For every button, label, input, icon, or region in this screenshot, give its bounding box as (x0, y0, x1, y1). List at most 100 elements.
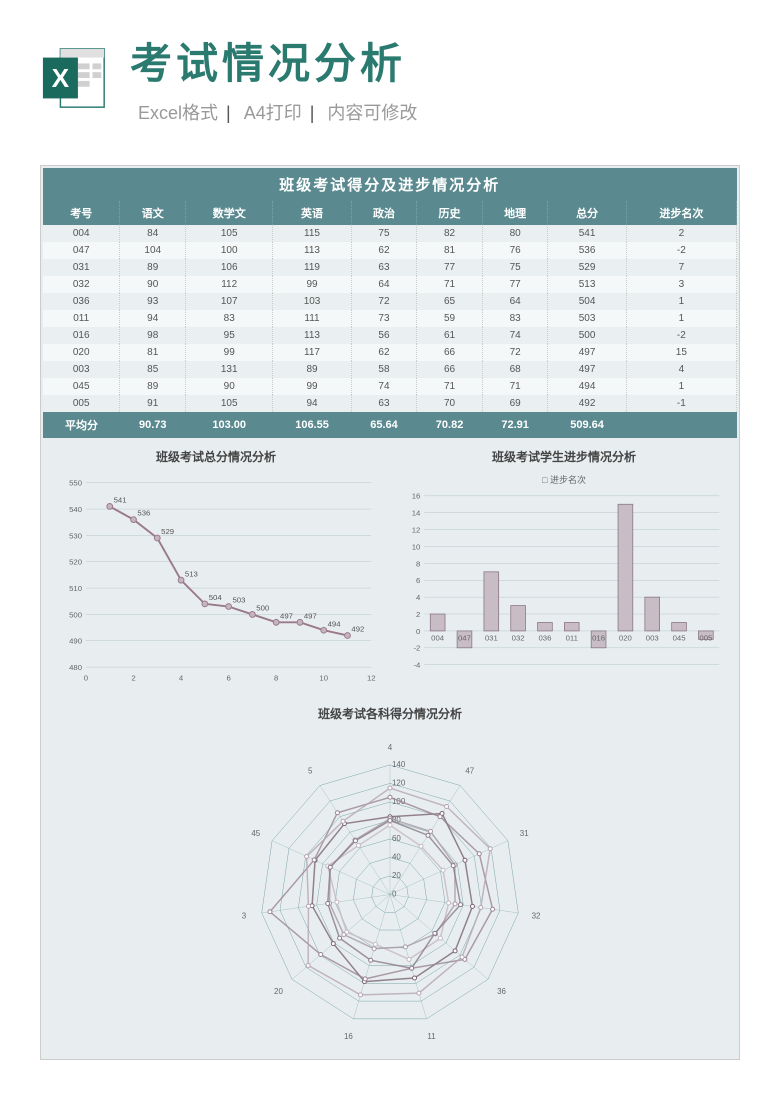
svg-text:503: 503 (232, 596, 245, 605)
column-header: 总分 (548, 201, 626, 225)
column-header: 政治 (351, 201, 417, 225)
radar-chart-title: 班级考试各科得分情况分析 (51, 705, 729, 722)
svg-text:045: 045 (673, 634, 686, 643)
svg-text:120: 120 (392, 778, 406, 787)
svg-text:0: 0 (416, 627, 420, 636)
table-title: 班级考试得分及进步情况分析 (43, 168, 737, 201)
column-header: 进步名次 (626, 201, 736, 225)
svg-text:14: 14 (412, 509, 421, 518)
svg-text:10: 10 (412, 542, 421, 551)
bar-chart-title: 班级考试学生进步情况分析 (399, 448, 729, 465)
svg-text:20: 20 (392, 871, 401, 880)
table-row: 036931071037265645041 (43, 293, 737, 310)
svg-text:005: 005 (699, 634, 712, 643)
header-text: 考试情况分析 Excel格式| A4打印| 内容可修改 (130, 30, 740, 125)
svg-text:47: 47 (465, 766, 474, 775)
svg-text:-2: -2 (413, 644, 420, 653)
svg-text:0: 0 (84, 674, 88, 683)
svg-text:45: 45 (251, 829, 260, 838)
svg-text:032: 032 (512, 634, 525, 643)
svg-text:520: 520 (69, 558, 82, 567)
svg-text:047: 047 (458, 634, 471, 643)
svg-text:536: 536 (137, 509, 150, 518)
svg-text:0: 0 (392, 889, 397, 898)
svg-text:497: 497 (280, 611, 293, 620)
line-chart: 4804905005105205305405500246810125415365… (51, 473, 381, 687)
svg-text:3: 3 (242, 911, 247, 920)
svg-text:494: 494 (328, 619, 342, 628)
svg-text:504: 504 (209, 593, 223, 602)
svg-text:036: 036 (538, 634, 551, 643)
svg-text:492: 492 (351, 625, 364, 634)
svg-text:4: 4 (388, 742, 393, 751)
column-header: 语文 (120, 201, 186, 225)
bar-chart-legend: 进步名次 (399, 473, 729, 486)
column-header: 历史 (417, 201, 483, 225)
line-chart-title: 班级考试总分情况分析 (51, 448, 381, 465)
table-row: 01194831117359835031 (43, 310, 737, 327)
svg-text:36: 36 (497, 987, 506, 996)
table-row: 031891061196377755297 (43, 259, 737, 276)
svg-text:016: 016 (592, 634, 605, 643)
svg-text:480: 480 (69, 663, 82, 672)
svg-text:12: 12 (367, 674, 376, 683)
svg-text:31: 31 (520, 829, 529, 838)
svg-text:004: 004 (431, 634, 445, 643)
svg-text:40: 40 (392, 852, 401, 861)
svg-text:500: 500 (256, 604, 269, 613)
table-row: 004841051157582805412 (43, 225, 737, 242)
svg-text:8: 8 (416, 559, 420, 568)
table-row: 020819911762667249715 (43, 344, 737, 361)
svg-text:16: 16 (344, 1032, 353, 1041)
svg-text:8: 8 (274, 674, 278, 683)
page-header: X 考试情况分析 Excel格式| A4打印| 内容可修改 (0, 0, 780, 145)
svg-text:-4: -4 (413, 661, 421, 670)
line-chart-panel: 班级考试总分情况分析 48049050051052053054055002468… (43, 440, 389, 695)
table-row: 00385131895866684974 (43, 361, 737, 378)
svg-text:12: 12 (412, 526, 421, 535)
svg-text:X: X (52, 62, 70, 92)
svg-text:32: 32 (532, 911, 541, 920)
svg-text:513: 513 (185, 569, 198, 578)
svg-text:10: 10 (319, 674, 328, 683)
svg-text:5: 5 (308, 766, 313, 775)
svg-text:011: 011 (566, 634, 578, 643)
svg-text:60: 60 (392, 833, 401, 842)
svg-text:6: 6 (226, 674, 230, 683)
svg-text:4: 4 (416, 593, 421, 602)
column-header: 英语 (273, 201, 351, 225)
worksheet: 班级考试得分及进步情况分析 考号语文数学文英语政治历史地理总分进步名次 0048… (40, 165, 740, 1060)
svg-text:510: 510 (69, 584, 82, 593)
svg-text:530: 530 (69, 531, 82, 540)
page-subtitle: Excel格式| A4打印| 内容可修改 (130, 99, 740, 125)
radar-chart: 2040608010012014004473132361116203455 (51, 730, 729, 1049)
svg-text:16: 16 (412, 492, 421, 501)
table-row: 03290112996471775133 (43, 276, 737, 293)
svg-text:6: 6 (416, 576, 420, 585)
svg-text:2: 2 (131, 674, 135, 683)
column-header: 数学文 (186, 201, 273, 225)
svg-text:529: 529 (161, 527, 174, 536)
table-row: 0458990997471714941 (43, 378, 737, 395)
table-row: 047104100113628176536-2 (43, 242, 737, 259)
svg-text:11: 11 (427, 1032, 436, 1041)
score-table: 班级考试得分及进步情况分析 考号语文数学文英语政治历史地理总分进步名次 0048… (43, 168, 737, 438)
svg-text:490: 490 (69, 637, 82, 646)
svg-text:020: 020 (619, 634, 632, 643)
svg-text:2: 2 (416, 610, 420, 619)
svg-text:550: 550 (69, 479, 82, 488)
excel-icon: X (40, 43, 110, 113)
svg-text:541: 541 (114, 496, 127, 505)
svg-text:031: 031 (485, 634, 498, 643)
column-header: 考号 (43, 201, 120, 225)
svg-text:20: 20 (274, 987, 283, 996)
radar-chart-panel: 班级考试各科得分情况分析 204060801001201400447313236… (43, 697, 737, 1057)
svg-text:140: 140 (392, 759, 406, 768)
column-header: 地理 (482, 201, 548, 225)
bar-chart: -4 -2 0 2 4 6 8 10 12 14 16 004 047 031 032 036 011 016 02… (399, 490, 729, 684)
table-row: 0169895113566174500-2 (43, 327, 737, 344)
svg-text:003: 003 (646, 634, 659, 643)
svg-text:500: 500 (69, 610, 82, 619)
table-row: 0059110594637069492-1 (43, 395, 737, 412)
bar-chart-panel: 班级考试学生进步情况分析 进步名次 -4 -2 0 2 4 6 8 10 12 14 16 004 04… (391, 440, 737, 695)
